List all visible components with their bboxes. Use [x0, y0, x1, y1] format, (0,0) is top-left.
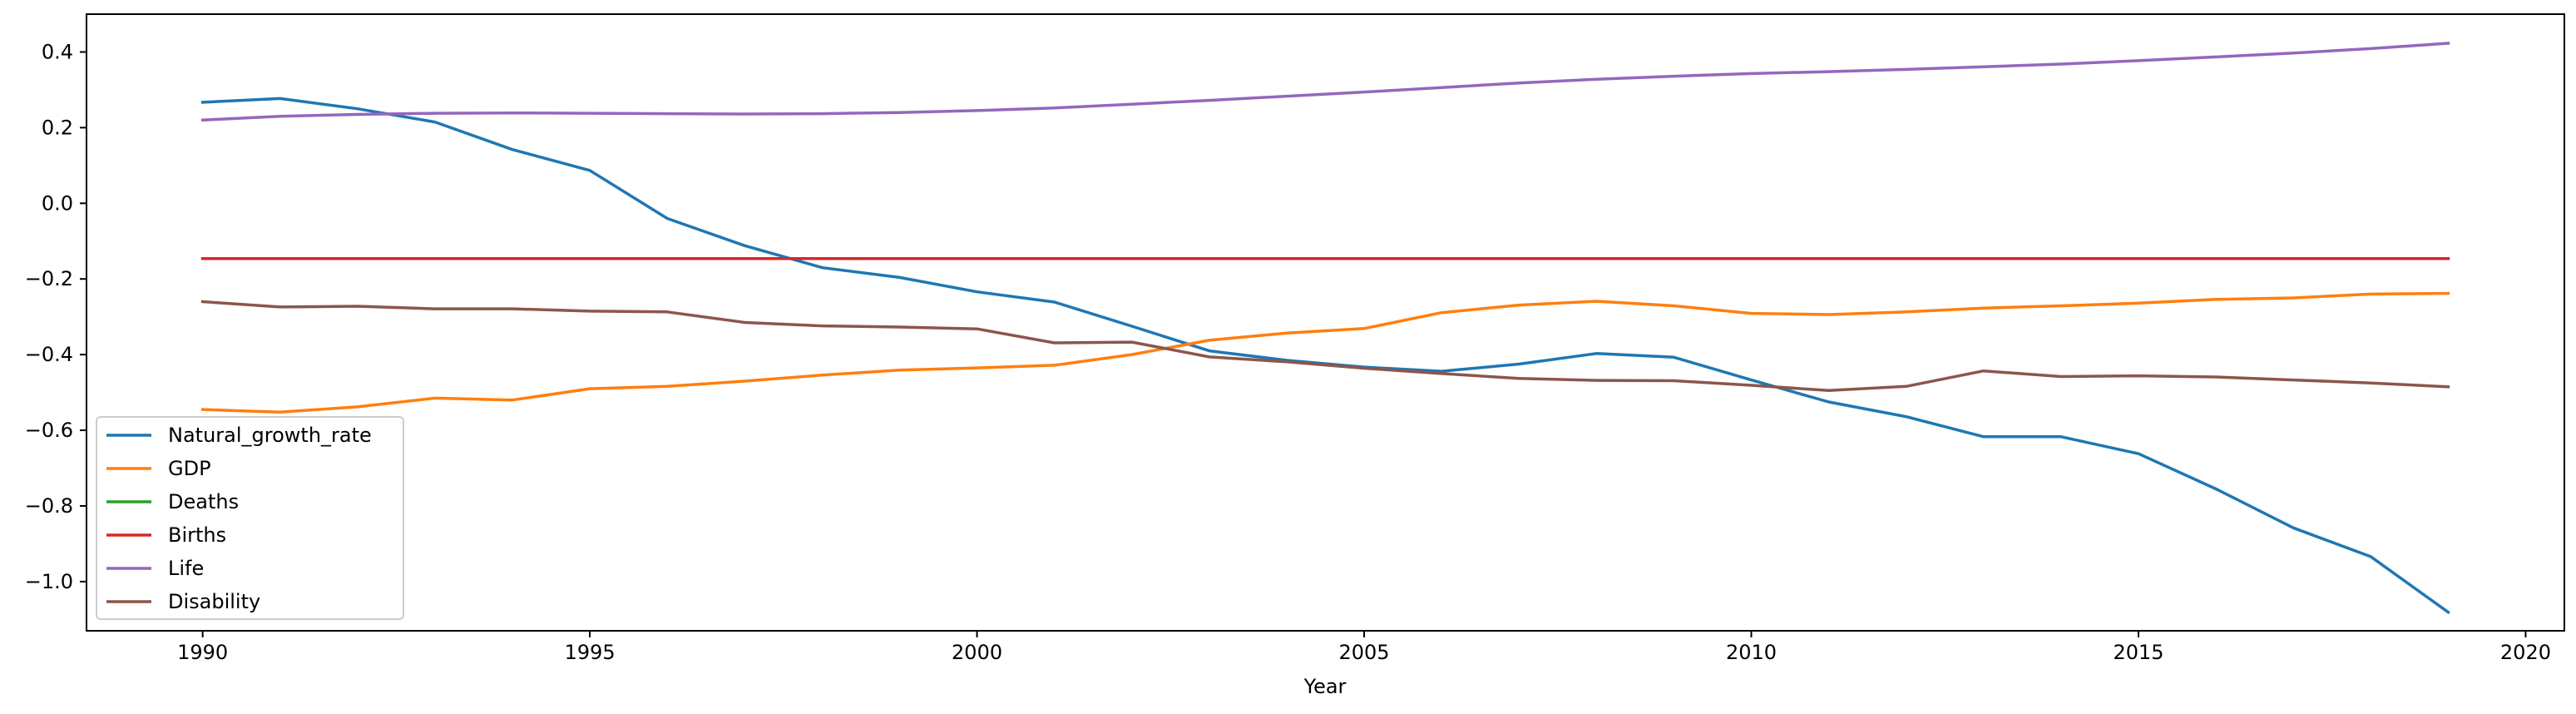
- legend-label-deaths: Deaths: [168, 490, 239, 513]
- x-tick-label: 2005: [1339, 641, 1390, 664]
- x-tick-label: 2010: [1726, 641, 1777, 664]
- y-tick-label: −1.0: [25, 570, 73, 593]
- legend-label-natural-growth-rate: Natural_growth_rate: [168, 424, 372, 447]
- x-tick-label: 2020: [2500, 641, 2551, 664]
- series-line-life: [200, 42, 2450, 122]
- y-tick-label: 0.0: [42, 191, 73, 215]
- legend-label-life: Life: [168, 557, 204, 580]
- x-tick-label: 2000: [952, 641, 1002, 664]
- y-tick-label: −0.6: [25, 419, 73, 442]
- series-line-disability: [200, 300, 2450, 393]
- y-tick-label: −0.4: [25, 343, 73, 366]
- plot-frame: [86, 13, 2565, 632]
- y-tick-label: −0.8: [25, 494, 73, 518]
- legend-frame: [96, 416, 404, 620]
- y-tick-label: 0.4: [42, 40, 73, 63]
- x-axis: 1990 1995 2000 2005 2010 2015 2020: [177, 631, 2551, 664]
- series-line-natural-growth-rate: [200, 97, 2450, 615]
- x-tick-label: 1995: [565, 641, 616, 664]
- y-tick-label: −0.2: [25, 267, 73, 290]
- legend: Natural_growth_rate GDP Deaths Births Life Di…: [96, 416, 404, 620]
- x-tick-label: 1990: [177, 641, 228, 664]
- legend-label-disability: Disability: [168, 590, 260, 613]
- y-axis: 0.4 0.2 0.0 −0.2 −0.4 −0.6 −0.8 −1.0: [25, 40, 87, 593]
- series-line-gdp: [200, 291, 2450, 414]
- x-axis-title: Year: [1303, 675, 1347, 698]
- series-layer: [200, 42, 2450, 615]
- legend-label-births: Births: [168, 523, 226, 547]
- legend-label-gdp: GDP: [168, 457, 211, 480]
- x-tick-label: 2015: [2113, 641, 2163, 664]
- y-tick-label: 0.2: [42, 116, 73, 139]
